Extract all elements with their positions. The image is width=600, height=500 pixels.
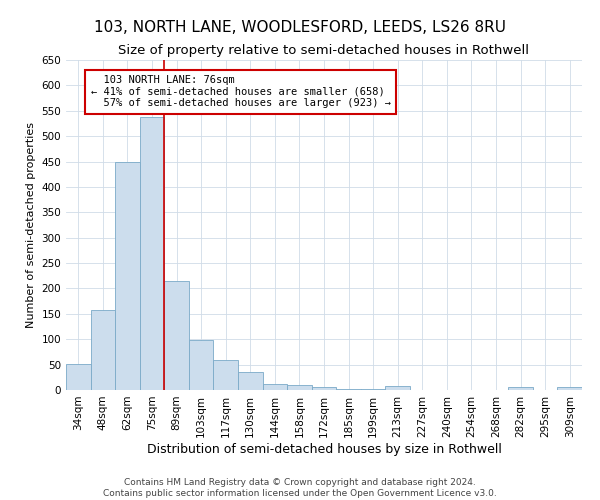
Bar — [189, 340, 214, 390]
Text: Contains HM Land Registry data © Crown copyright and database right 2024.
Contai: Contains HM Land Registry data © Crown c… — [103, 478, 497, 498]
Title: Size of property relative to semi-detached houses in Rothwell: Size of property relative to semi-detach… — [119, 44, 530, 58]
Bar — [238, 372, 263, 390]
Bar — [214, 360, 238, 390]
Bar — [66, 364, 91, 390]
Bar — [164, 282, 189, 390]
Text: 103 NORTH LANE: 76sqm
← 41% of semi-detached houses are smaller (658)
  57% of s: 103 NORTH LANE: 76sqm ← 41% of semi-deta… — [91, 75, 391, 108]
Bar — [287, 386, 312, 390]
Text: 103, NORTH LANE, WOODLESFORD, LEEDS, LS26 8RU: 103, NORTH LANE, WOODLESFORD, LEEDS, LS2… — [94, 20, 506, 35]
Bar — [263, 384, 287, 390]
Bar — [557, 388, 582, 390]
Bar — [115, 162, 140, 390]
Y-axis label: Number of semi-detached properties: Number of semi-detached properties — [26, 122, 36, 328]
Bar — [508, 388, 533, 390]
Bar — [91, 310, 115, 390]
X-axis label: Distribution of semi-detached houses by size in Rothwell: Distribution of semi-detached houses by … — [146, 442, 502, 456]
Bar — [385, 386, 410, 390]
Bar — [140, 118, 164, 390]
Bar — [312, 387, 336, 390]
